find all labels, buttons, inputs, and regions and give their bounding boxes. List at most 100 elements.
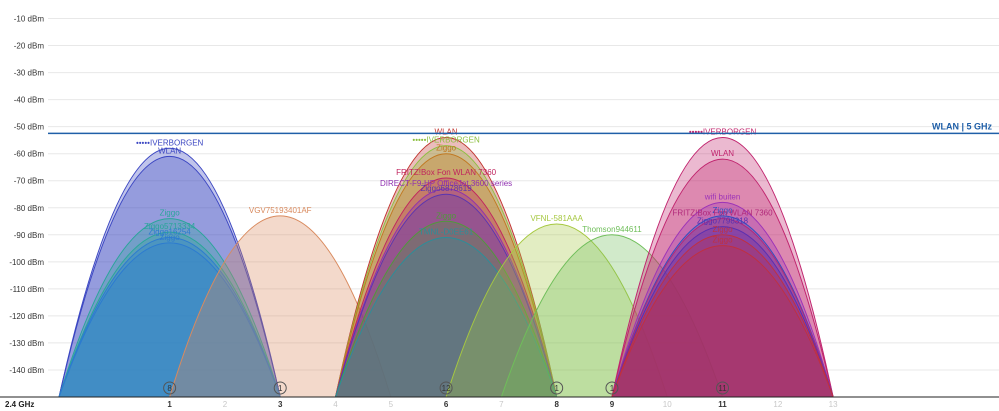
signal-area bbox=[611, 234, 834, 398]
channel-label: 4 bbox=[333, 400, 338, 409]
network-name: IVERBORGEN bbox=[703, 127, 757, 136]
signal-area bbox=[611, 245, 834, 398]
y-tick-label: -70 dBm bbox=[14, 177, 45, 186]
signal-area bbox=[58, 237, 281, 398]
signal-area bbox=[334, 177, 558, 398]
network-label: Ziggo bbox=[160, 209, 181, 218]
signal-area bbox=[334, 153, 558, 398]
network-label: Ziggo6878619 bbox=[421, 184, 473, 193]
y-tick-label: -120 dBm bbox=[9, 312, 44, 321]
channel-count-label: 1 bbox=[278, 384, 283, 393]
network-label: DIRECT-F9-HP OfficeJet 3600 series bbox=[380, 179, 512, 188]
y-tick-label: -50 dBm bbox=[14, 123, 45, 132]
signal-area bbox=[334, 188, 558, 398]
grid bbox=[48, 18, 999, 371]
y-tick-label: -40 dBm bbox=[14, 96, 45, 105]
signal-area bbox=[500, 234, 724, 398]
network-label: •••••IVERBORGEN bbox=[412, 136, 480, 145]
network-labels: •••••IVERBORGENWLANZiggoZiggo5713334Zigg… bbox=[136, 127, 773, 244]
signal-area bbox=[58, 155, 281, 398]
channel-count-label: 12 bbox=[442, 384, 451, 393]
hidden-marker: ••••• bbox=[412, 136, 426, 145]
channel-count-marker bbox=[439, 381, 453, 395]
y-tick-label: -140 dBm bbox=[9, 366, 44, 375]
channel-count-label: 8 bbox=[167, 384, 172, 393]
signal-area bbox=[611, 136, 834, 398]
channel-count-marker bbox=[716, 381, 730, 395]
channel-label: 10 bbox=[663, 400, 672, 409]
network-label: •••••IVERBORGEN bbox=[689, 127, 757, 136]
network-label: Ziggo5713334 bbox=[144, 222, 196, 231]
channel-label: 12 bbox=[773, 400, 782, 409]
signal-area bbox=[611, 218, 834, 398]
channel-label: 3 bbox=[278, 400, 283, 409]
channel-count-marker bbox=[605, 381, 619, 395]
signal-area bbox=[334, 136, 558, 398]
channel-count-marker bbox=[550, 381, 564, 395]
network-label: Ziggo bbox=[713, 236, 734, 245]
network-label: Ziggo bbox=[160, 233, 181, 242]
signal-area bbox=[58, 242, 281, 398]
y-tick-label: -90 dBm bbox=[14, 231, 45, 240]
x-axis: 2.4 GHz 1 2 3 4 5 6 7 8 9 10 11 12 138 1 12 1 1 11 bbox=[0, 381, 999, 409]
network-label: Ziggo bbox=[436, 211, 457, 220]
channel-count-marker bbox=[273, 381, 287, 395]
hidden-marker: ••••• bbox=[136, 138, 150, 147]
network-name: IVERBORGEN bbox=[426, 136, 480, 145]
signal-area bbox=[334, 237, 558, 398]
signal-area bbox=[611, 226, 834, 398]
signal-area bbox=[58, 231, 281, 398]
signal-area bbox=[334, 220, 558, 398]
signal-area bbox=[611, 202, 834, 398]
signal-area bbox=[445, 223, 668, 398]
channel-label: 9 bbox=[610, 400, 615, 409]
network-name: IVERBORGEN bbox=[150, 138, 204, 147]
channel-count-label: 1 bbox=[610, 384, 615, 393]
y-tick-label: -110 dBm bbox=[10, 285, 44, 294]
channel-label: 13 bbox=[829, 400, 838, 409]
channel-label: 6 bbox=[444, 400, 449, 409]
y-tick-label: -20 dBm bbox=[14, 42, 45, 51]
y-axis: -10 dBm -20 dBm -30 dBm -40 dBm -50 dBm -60 d… bbox=[9, 15, 44, 375]
network-label: WLAN bbox=[435, 127, 458, 136]
y-tick-label: -130 dBm bbox=[9, 339, 44, 348]
network-label: WLAN bbox=[711, 149, 734, 158]
y-tick-label: -30 dBm bbox=[14, 69, 45, 78]
channel-count-label: 11 bbox=[718, 384, 727, 393]
reference-line-label: WLAN | 5 GHz bbox=[932, 121, 993, 131]
channel-label: 2 bbox=[223, 400, 228, 409]
network-label: TMNL-D0EE61 bbox=[419, 227, 474, 236]
channel-label: 8 bbox=[554, 400, 559, 409]
network-label: VFNL-581AAA bbox=[530, 214, 583, 223]
signal-area bbox=[58, 218, 281, 398]
network-label: •••••IVERBORGEN bbox=[136, 138, 204, 147]
network-label: Ziggo bbox=[713, 225, 734, 234]
y-tick-label: -80 dBm bbox=[14, 204, 45, 213]
network-label: Ziggo bbox=[713, 206, 734, 215]
network-label: wifi buiten bbox=[704, 192, 741, 201]
network-label: Thomson944611 bbox=[582, 225, 642, 234]
y-tick-label: -100 dBm bbox=[9, 258, 44, 267]
band-label: 2.4 GHz bbox=[5, 400, 34, 409]
channel-count-label: 1 bbox=[554, 384, 559, 393]
channel-label: 7 bbox=[499, 400, 504, 409]
network-label: WLAN bbox=[158, 146, 181, 155]
network-label: Ziggo7798318 bbox=[697, 217, 749, 226]
reference-line: WLAN | 5 GHz bbox=[48, 121, 999, 135]
hidden-marker: ••••• bbox=[689, 127, 703, 136]
signal-area bbox=[334, 145, 558, 398]
y-tick-label: -10 dBm bbox=[14, 15, 45, 24]
channel-label: 1 bbox=[167, 400, 172, 409]
network-label: Ziggo bbox=[436, 144, 457, 153]
y-tick-label: -60 dBm bbox=[14, 150, 45, 159]
signal-area bbox=[168, 215, 392, 398]
signal-areas bbox=[58, 136, 834, 398]
network-label: FRITZ!Box Fon WLAN 7360 bbox=[396, 168, 497, 177]
channel-count-marker bbox=[163, 381, 177, 395]
channel-label: 5 bbox=[389, 400, 394, 409]
network-label: FRITZ!Box Fon WLAN 7360 bbox=[673, 209, 774, 218]
channel-label: 11 bbox=[718, 400, 727, 409]
signal-area bbox=[611, 158, 834, 398]
